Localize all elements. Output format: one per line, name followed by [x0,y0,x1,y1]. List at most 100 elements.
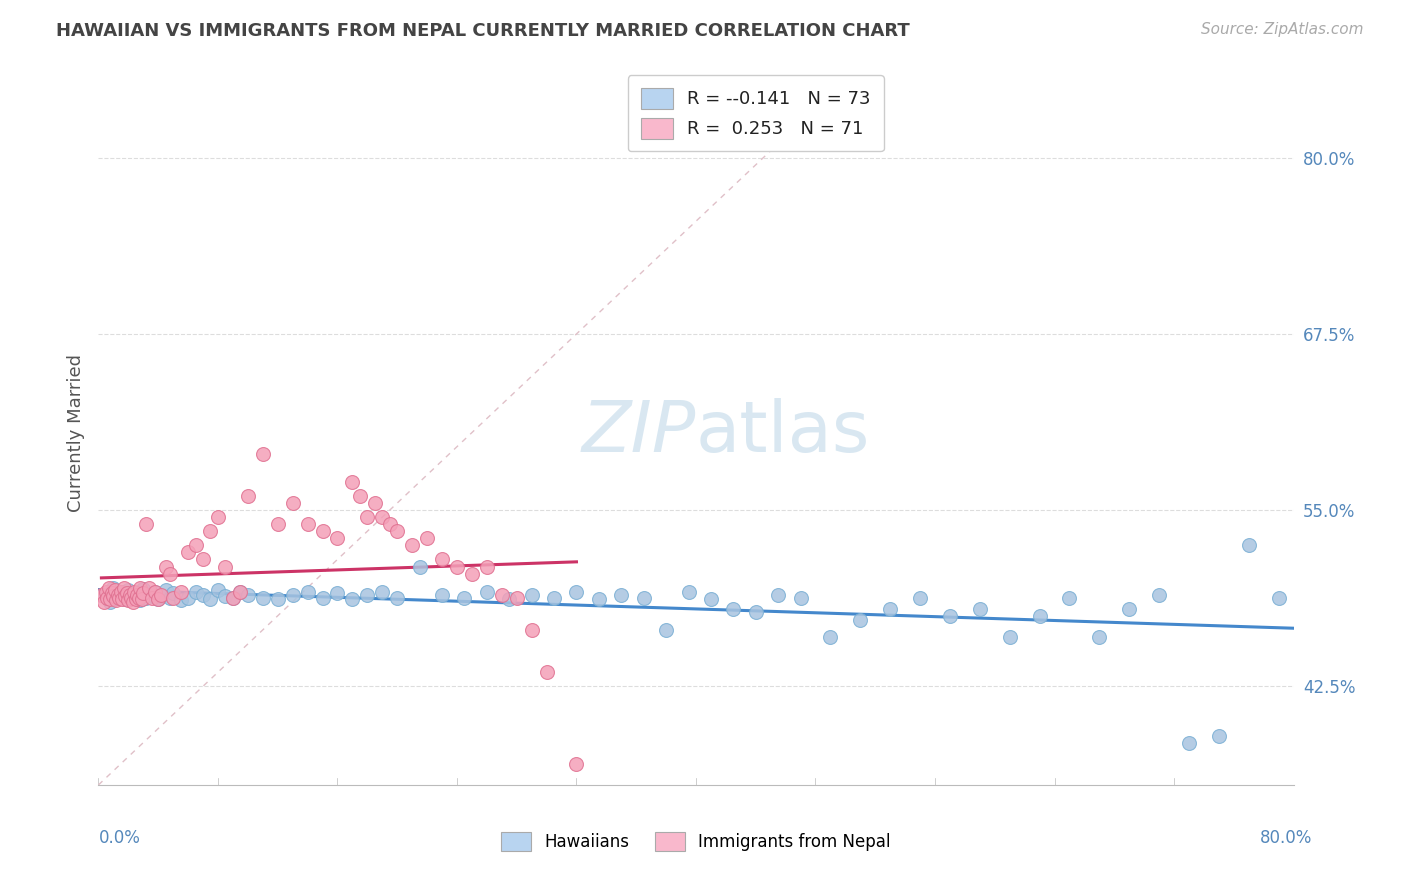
Point [281,496,304,510]
Point [1208,729,1230,743]
Point [281,588,304,602]
Text: HAWAIIAN VS IMMIGRANTS FROM NEPAL CURRENTLY MARRIED CORRELATION CHART: HAWAIIAN VS IMMIGRANTS FROM NEPAL CURREN… [56,22,910,40]
Point [96,591,118,605]
Point [159,566,181,581]
Text: 80.0%: 80.0% [1260,829,1313,847]
Point [229,585,252,599]
Point [118,588,141,602]
Point [207,510,229,524]
Point [461,566,484,581]
Point [371,585,394,599]
Point [207,583,229,598]
Point [879,602,901,616]
Point [150,588,173,602]
Point [849,613,872,627]
Y-axis label: Currently Married: Currently Married [66,353,84,512]
Point [1237,538,1260,552]
Point [222,591,245,605]
Point [125,591,148,606]
Point [356,510,378,524]
Point [177,591,200,605]
Point [342,591,364,606]
Point [114,591,136,606]
Point [108,591,131,605]
Point [191,588,214,602]
Point [98,591,122,606]
Point [222,591,245,605]
Point [326,532,349,546]
Point [506,591,529,605]
Point [820,630,842,644]
Point [104,583,127,598]
Point [1059,591,1081,605]
Point [565,585,588,599]
Point [191,552,214,566]
Point [90,588,112,602]
Point [789,591,811,605]
Point [143,585,166,599]
Text: Source: ZipAtlas.com: Source: ZipAtlas.com [1201,22,1364,37]
Point [349,489,371,503]
Point [93,595,115,609]
Point [416,532,439,546]
Point [475,585,498,599]
Point [125,586,148,600]
Text: 0.0%: 0.0% [98,829,141,847]
Point [121,595,143,609]
Point [155,559,177,574]
Point [491,588,513,602]
Point [430,588,453,602]
Point [110,585,132,599]
Point [98,595,122,609]
Point [117,593,139,607]
Point [138,581,160,595]
Point [385,524,409,539]
Point [311,591,333,605]
Point [111,591,134,606]
Point [129,581,152,595]
Point [939,608,962,623]
Point [297,585,319,599]
Point [1088,630,1111,644]
Point [1178,736,1201,750]
Point [236,489,259,503]
Point [169,585,191,599]
Point [678,585,700,599]
Point [252,447,274,461]
Point [200,524,222,539]
Point [128,591,150,605]
Point [356,588,378,602]
Point [655,623,678,637]
Point [498,591,520,606]
Point [101,586,124,600]
Point [155,583,177,598]
Point [385,591,409,605]
Point [430,552,453,566]
Point [132,582,155,596]
Point [105,591,128,605]
Point [114,589,136,603]
Point [135,591,157,605]
Point [229,585,252,599]
Point [520,588,543,602]
Legend: Hawaiians, Immigrants from Nepal: Hawaiians, Immigrants from Nepal [491,822,901,861]
Point [536,665,558,680]
Point [311,524,333,539]
Point [127,588,149,602]
Point [326,586,349,600]
Point [184,538,207,552]
Point [120,589,142,603]
Point [446,559,468,574]
Point [124,585,146,599]
Point [364,496,387,510]
Point [159,591,181,605]
Point [214,559,236,574]
Point [969,602,991,616]
Point [184,585,207,599]
Point [115,586,138,600]
Point [214,589,236,603]
Point [1028,608,1050,623]
Point [998,630,1021,644]
Point [120,591,142,605]
Point [135,517,157,532]
